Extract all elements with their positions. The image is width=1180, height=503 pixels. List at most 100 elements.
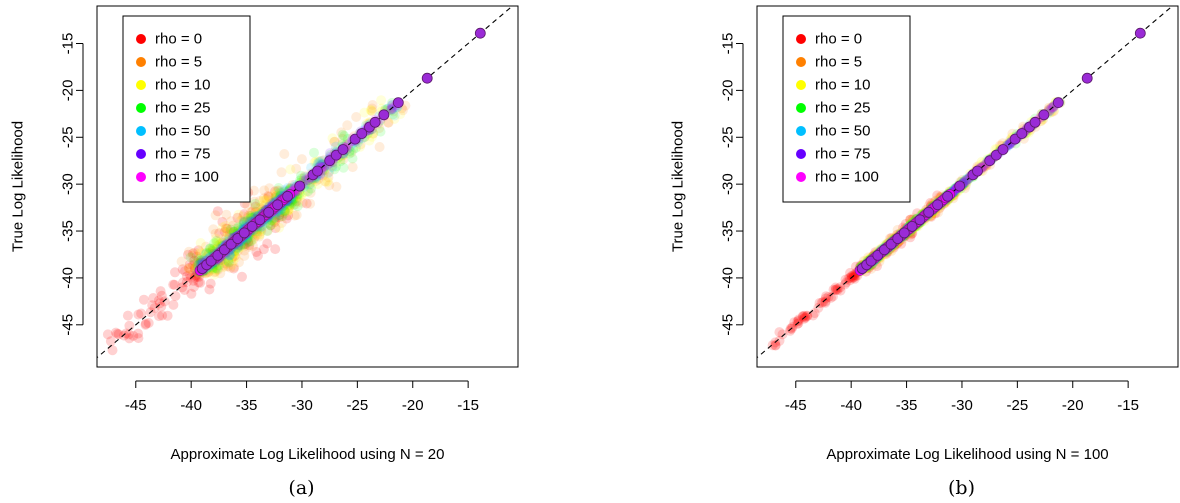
data-point (245, 236, 256, 247)
data-point (383, 117, 394, 128)
data-point (110, 327, 121, 338)
data-point (346, 147, 357, 158)
panel-label: (a) (288, 477, 314, 499)
data-point (389, 110, 400, 121)
data-point (777, 329, 788, 340)
data-point (313, 157, 324, 168)
x-tick-label: -25 (347, 397, 369, 414)
y-tick-label: -25 (720, 126, 737, 148)
data-point (279, 208, 290, 219)
data-point (234, 257, 244, 268)
plot-frame (96, 5, 519, 368)
data-point (254, 229, 265, 240)
data-point (249, 196, 260, 207)
data-point (290, 199, 301, 210)
data-point (383, 117, 394, 128)
legend-marker (136, 149, 146, 159)
data-point (269, 215, 280, 226)
data-point (820, 297, 831, 308)
data-point (269, 217, 280, 227)
data-point (932, 199, 943, 211)
data-point (274, 210, 285, 220)
data-point (387, 104, 398, 115)
data-point (259, 185, 270, 196)
data-point (191, 251, 202, 262)
data-point (820, 296, 831, 307)
data-point (365, 105, 376, 116)
data-point (273, 183, 284, 193)
x-tick-label: -30 (951, 397, 973, 414)
data-point (282, 206, 293, 217)
data-point (220, 221, 231, 231)
data-point (204, 243, 215, 254)
data-point (914, 214, 926, 226)
data-point (347, 153, 358, 164)
data-point (367, 131, 377, 142)
data-point (123, 329, 134, 340)
data-point (270, 186, 281, 197)
data-point (168, 279, 179, 290)
data-point (389, 114, 400, 124)
legend-marker (796, 103, 806, 113)
data-point (252, 250, 263, 261)
data-point (228, 255, 239, 266)
data-point (821, 291, 832, 302)
plot-area (97, 6, 514, 359)
data-point (845, 272, 856, 283)
data-point (138, 294, 149, 305)
data-point (210, 228, 221, 239)
data-point (154, 298, 165, 309)
x-tick-label: -35 (896, 397, 918, 414)
data-point (154, 311, 164, 322)
data-point (274, 212, 285, 223)
data-point (367, 100, 378, 110)
data-point (217, 262, 228, 273)
data-point (239, 216, 250, 227)
data-point (208, 224, 219, 235)
data-point (774, 327, 785, 338)
data-point (306, 183, 316, 194)
data-point (331, 181, 342, 192)
data-point (367, 103, 378, 114)
legend-label: rho = 50 (155, 123, 210, 140)
data-point (222, 261, 233, 272)
data-point (800, 312, 811, 323)
data-point (232, 212, 243, 223)
data-point (1134, 27, 1146, 39)
data-point (297, 197, 308, 208)
data-point (329, 136, 340, 147)
data-point (304, 179, 315, 190)
data-point (262, 226, 273, 236)
legend-marker (136, 103, 146, 113)
data-point (119, 330, 129, 341)
y-tick-label: -30 (720, 173, 737, 195)
data-point (238, 211, 249, 222)
data-point (264, 192, 275, 203)
data-point (217, 216, 228, 227)
data-point (830, 285, 841, 296)
data-point (219, 233, 229, 244)
data-point (906, 220, 918, 232)
data-point (212, 264, 223, 275)
plot-area (757, 6, 1174, 359)
x-tick-label: -35 (236, 397, 258, 414)
data-point (153, 295, 164, 306)
data-point (185, 263, 196, 274)
data-point (840, 274, 851, 285)
data-point (848, 272, 859, 283)
data-point (209, 269, 220, 280)
data-point (323, 167, 334, 178)
data-point (312, 179, 323, 190)
data-point (212, 237, 223, 248)
data-point (195, 247, 206, 258)
data-point (189, 255, 200, 266)
data-point (774, 335, 785, 346)
y-tick-label: -40 (720, 267, 737, 289)
data-point (262, 238, 273, 249)
scatter-panel-a: -45 -40 -35 -30 -25 -20 -15-45-40-35-30-25-20-… (10, 5, 519, 499)
data-point (228, 252, 239, 263)
data-point (321, 177, 332, 188)
data-point (327, 133, 338, 144)
data-point (178, 277, 188, 288)
data-point (177, 282, 188, 293)
